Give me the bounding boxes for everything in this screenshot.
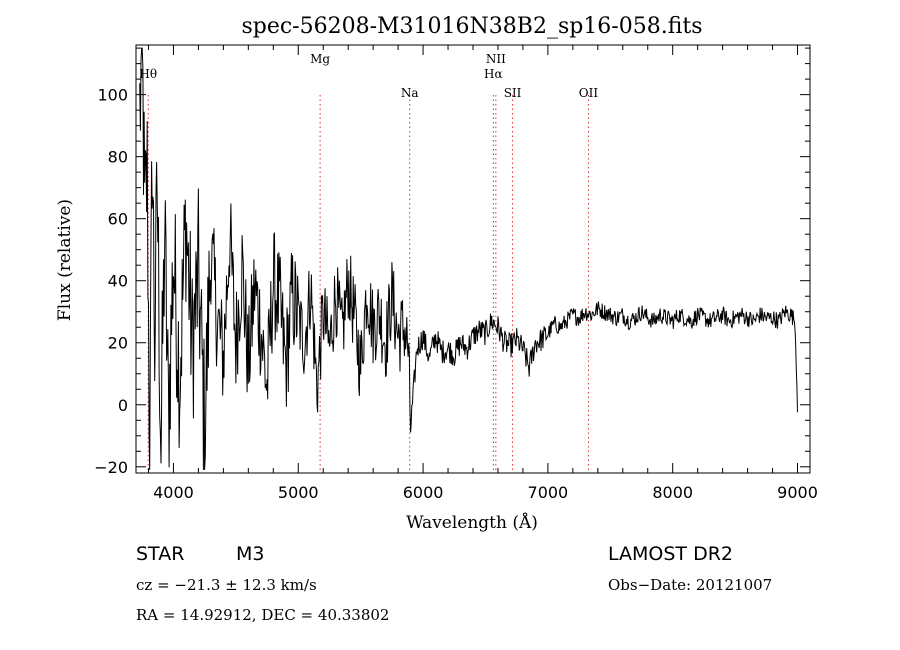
y-tick-label: 60 <box>108 210 128 229</box>
y-tick-label: 100 <box>97 86 128 105</box>
y-axis-label: Flux (relative) <box>55 199 75 321</box>
x-tick-label: 5000 <box>278 483 319 502</box>
spectral-line-label: Hθ <box>139 67 157 81</box>
spectrum-series-line <box>139 47 798 470</box>
spectral-line-label: NII <box>486 52 506 66</box>
chart-title: spec-56208-M31016N38B2_sp16-058.fits <box>241 14 702 39</box>
subclass-label: M3 <box>236 543 264 565</box>
spectral-line-label: Mg <box>310 52 330 66</box>
object-type-label: STAR <box>136 543 184 565</box>
survey-label: LAMOST DR2 <box>608 543 733 565</box>
spectral-line-label: SII <box>504 86 522 100</box>
spectral-line-label: Hα <box>484 67 503 81</box>
axis-ticks: 4000 5000 6000 7000 8000 9000 −20 0 20 40 60 80 100 <box>94 45 818 502</box>
y-tick-label: −20 <box>94 458 128 477</box>
x-tick-label: 8000 <box>652 483 693 502</box>
y-tick-label: 40 <box>108 272 128 291</box>
plot-frame <box>135 44 811 474</box>
spectral-line-label: Na <box>401 86 419 100</box>
spectral-line-label: OII <box>579 86 599 100</box>
coords-label: RA = 14.92912, DEC = 40.33802 <box>136 606 389 624</box>
x-tick-label: 7000 <box>528 483 569 502</box>
x-axis-label: Wavelength (Å) <box>406 512 538 533</box>
y-tick-label: 20 <box>108 334 128 353</box>
x-tick-label: 4000 <box>153 483 194 502</box>
y-tick-label: 0 <box>118 396 128 415</box>
obs-date-label: Obs−Date: 20121007 <box>608 576 772 594</box>
x-tick-label: 9000 <box>777 483 818 502</box>
x-tick-label: 6000 <box>403 483 444 502</box>
y-tick-label: 80 <box>108 148 128 167</box>
redshift-label: cz = −21.3 ± 12.3 km/s <box>136 576 317 594</box>
